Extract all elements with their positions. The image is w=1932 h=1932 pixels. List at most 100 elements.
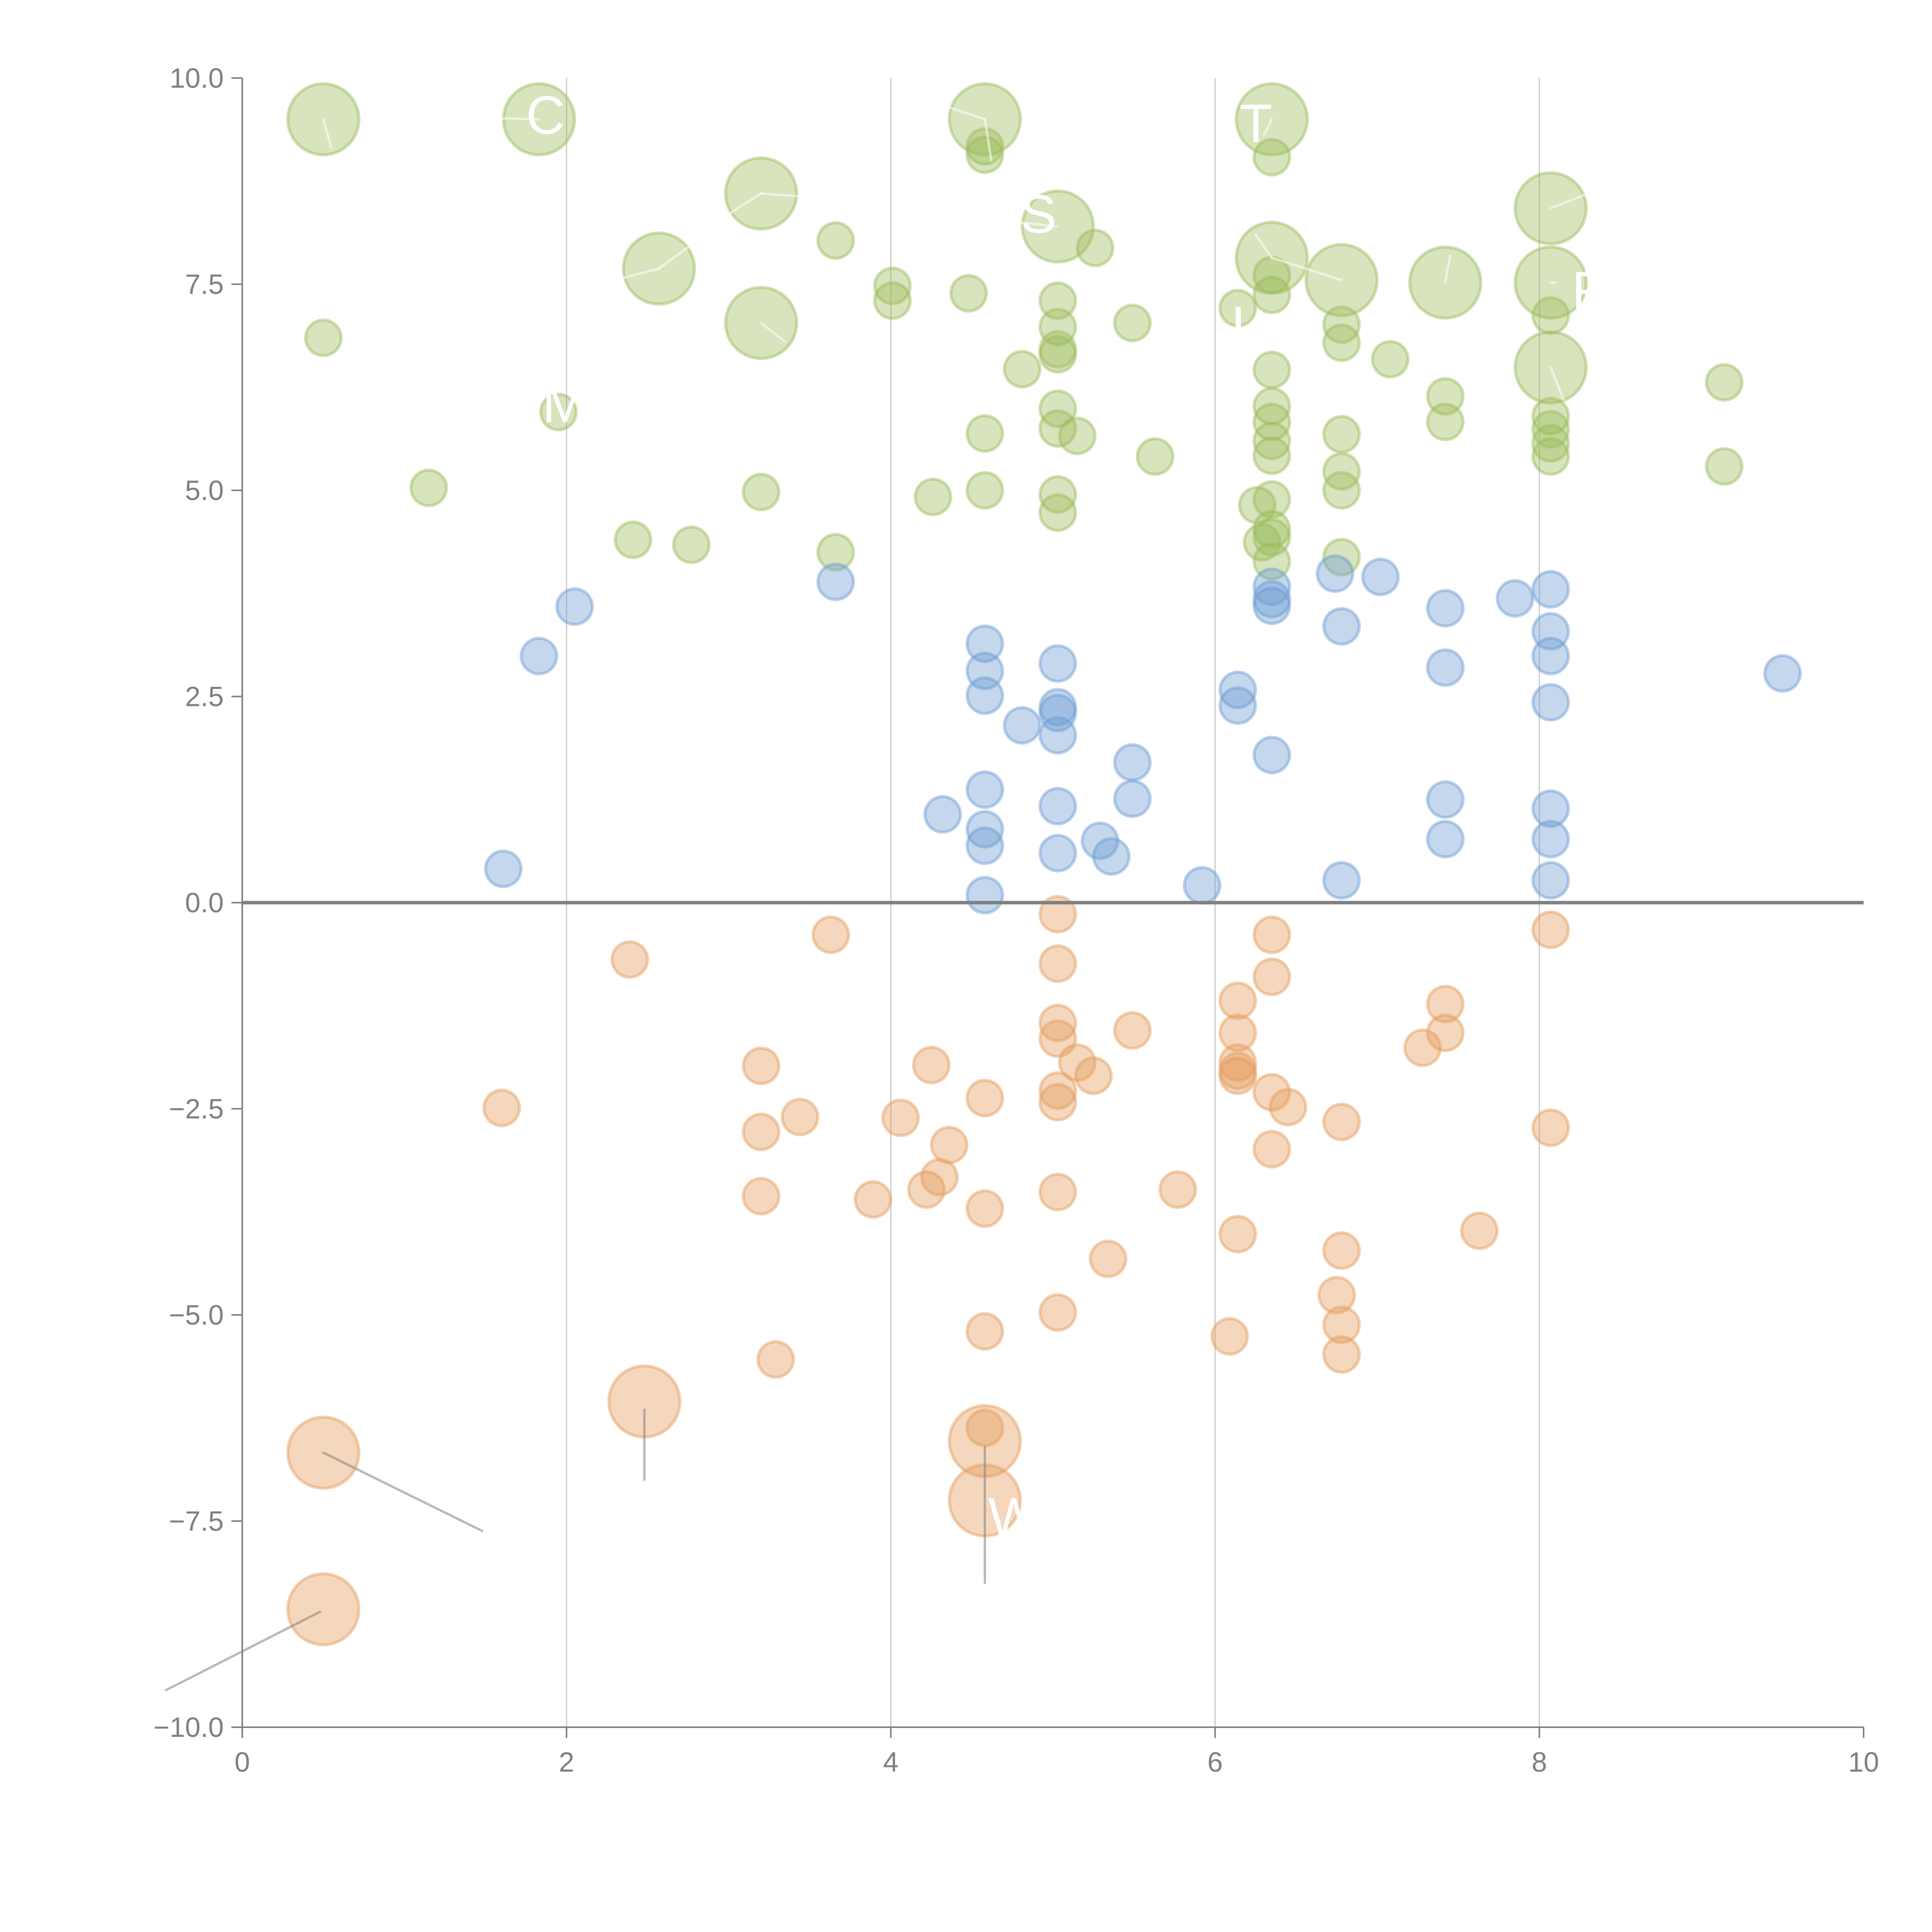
data-point-green[interactable]: [1252, 276, 1291, 315]
data-point-blue[interactable]: [1080, 821, 1119, 860]
data-point-green[interactable]: [965, 135, 1004, 174]
data-point-blue[interactable]: [1038, 644, 1077, 683]
data-point-orange[interactable]: [1252, 957, 1291, 997]
data-point-orange[interactable]: [1426, 1014, 1465, 1053]
data-point-blue[interactable]: [1531, 861, 1570, 900]
data-point-green[interactable]: [1705, 447, 1744, 486]
data-point-green[interactable]: [1252, 421, 1291, 460]
data-point-green[interactable]: [1136, 437, 1175, 476]
data-point-green[interactable]: [1322, 305, 1361, 344]
data-point-orange[interactable]: [1088, 1239, 1128, 1278]
data-point-orange[interactable]: [1322, 1231, 1361, 1270]
data-point-green[interactable]: [965, 127, 1004, 166]
data-point-green[interactable]: [1038, 335, 1077, 374]
data-point-green[interactable]: [1038, 330, 1077, 369]
data-point-orange[interactable]: [1322, 1335, 1361, 1374]
data-point-green[interactable]: [1038, 389, 1077, 428]
data-point-blue[interactable]: [1038, 833, 1077, 872]
data-point-orange[interactable]: [1210, 1317, 1249, 1356]
data-point-blue[interactable]: [1531, 683, 1570, 722]
data-point-blue[interactable]: [1531, 820, 1570, 859]
data-point-blue[interactable]: [1038, 694, 1077, 733]
data-point-orange[interactable]: [1403, 1028, 1442, 1067]
data-point-orange[interactable]: [756, 1340, 795, 1379]
data-point-green[interactable]: [1113, 303, 1152, 342]
data-point-orange[interactable]: [965, 1408, 1004, 1447]
data-point-green[interactable]: [672, 525, 711, 564]
data-point-green[interactable]: [614, 520, 653, 560]
data-point-blue[interactable]: [965, 676, 1004, 715]
data-point-orange[interactable]: [1158, 1170, 1197, 1209]
data-point-green[interactable]: [1252, 350, 1291, 389]
data-point-blue[interactable]: [1531, 570, 1570, 609]
data-point-green[interactable]: [304, 318, 343, 357]
data-point-blue[interactable]: [1252, 736, 1291, 775]
data-point-green[interactable]: [1322, 537, 1361, 577]
data-point-blue[interactable]: [965, 651, 1004, 690]
data-point-blue[interactable]: [1531, 612, 1570, 651]
data-point-orange[interactable]: [1252, 1130, 1291, 1169]
data-point-green[interactable]: [742, 473, 781, 512]
data-point-orange[interactable]: [1038, 1003, 1077, 1043]
data-point-orange[interactable]: [1317, 1276, 1356, 1315]
data-point-blue[interactable]: [1003, 706, 1042, 745]
data-point-green[interactable]: [409, 468, 448, 507]
data-point-green[interactable]: [1252, 402, 1291, 441]
data-point-blue[interactable]: [1426, 820, 1465, 859]
data-point-blue[interactable]: [1183, 866, 1222, 905]
data-point-green[interactable]: [1252, 542, 1291, 581]
data-point-blue[interactable]: [1038, 688, 1077, 727]
data-point-green[interactable]: [1531, 296, 1570, 335]
data-point-orange[interactable]: [1531, 1108, 1570, 1147]
data-point-orange[interactable]: [1218, 1214, 1257, 1253]
data-point-green[interactable]: [1531, 424, 1570, 463]
data-point-blue[interactable]: [965, 810, 1004, 849]
data-point-orange[interactable]: [1322, 1305, 1361, 1344]
data-point-blue[interactable]: [923, 795, 962, 834]
data-point-blue[interactable]: [1218, 686, 1257, 725]
data-point-green[interactable]: [1252, 510, 1291, 549]
data-point-blue[interactable]: [1531, 636, 1570, 675]
data-point-orange[interactable]: [1038, 895, 1077, 934]
data-point-orange[interactable]: [965, 1312, 1004, 1351]
data-point-green[interactable]: [1238, 486, 1277, 525]
data-point-orange[interactable]: [1038, 1083, 1077, 1122]
data-point-blue[interactable]: [965, 876, 1004, 915]
data-point-green[interactable]: [965, 414, 1004, 453]
data-point-orange[interactable]: [610, 940, 649, 979]
data-point-orange[interactable]: [1269, 1088, 1308, 1127]
data-point-green[interactable]: [873, 266, 912, 305]
data-point-orange[interactable]: [1531, 910, 1570, 949]
data-point-blue[interactable]: [1531, 789, 1570, 828]
data-point-orange[interactable]: [1038, 1293, 1077, 1332]
data-point-green[interactable]: [1531, 410, 1570, 449]
data-point-orange[interactable]: [1426, 985, 1465, 1024]
data-point-green[interactable]: [913, 478, 952, 517]
data-point-blue[interactable]: [1113, 779, 1152, 818]
data-point-green[interactable]: [965, 471, 1004, 510]
data-point-blue[interactable]: [555, 587, 594, 626]
data-point-green[interactable]: [1322, 323, 1361, 362]
data-point-green[interactable]: [1371, 340, 1410, 379]
data-point-green[interactable]: [1076, 228, 1115, 267]
data-point-orange[interactable]: [742, 1046, 781, 1085]
data-point-green[interactable]: [1705, 363, 1744, 402]
data-point-orange[interactable]: [881, 1098, 920, 1137]
data-point-orange[interactable]: [286, 1572, 361, 1646]
data-point-orange[interactable]: [1074, 1056, 1113, 1095]
data-point-blue[interactable]: [1426, 589, 1465, 628]
data-point-orange[interactable]: [907, 1170, 946, 1209]
data-point-green[interactable]: [1252, 518, 1291, 557]
data-point-blue[interactable]: [1322, 861, 1361, 900]
data-point-blue[interactable]: [1252, 567, 1291, 606]
data-point-green[interactable]: [1531, 396, 1570, 435]
data-point-green[interactable]: [1218, 289, 1257, 328]
data-point-orange[interactable]: [1038, 1173, 1077, 1212]
data-point-blue[interactable]: [1252, 586, 1291, 625]
data-point-green[interactable]: [1243, 523, 1282, 562]
data-point-blue[interactable]: [965, 770, 1004, 809]
data-point-blue[interactable]: [1495, 579, 1534, 618]
data-point-green[interactable]: [1038, 308, 1077, 347]
data-point-orange[interactable]: [482, 1088, 521, 1128]
data-point-orange[interactable]: [742, 1112, 781, 1151]
